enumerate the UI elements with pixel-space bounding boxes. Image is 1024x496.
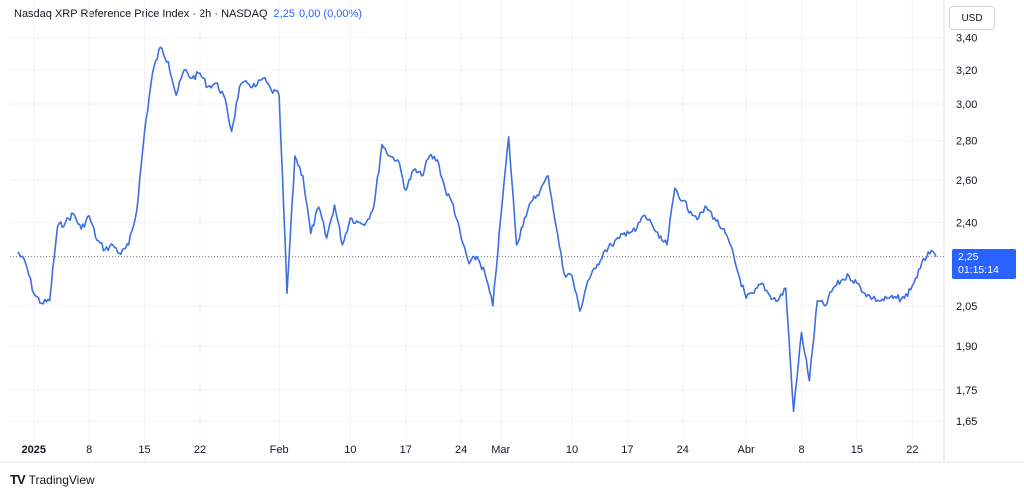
x-tick-label: 10 (566, 444, 578, 456)
price-tag-countdown: 01:15:14 (958, 263, 999, 276)
tradingview-logo-icon: TV (10, 472, 26, 487)
x-tick-label: 22 (906, 444, 918, 456)
y-tick-label: 2,60 (956, 175, 977, 187)
tradingview-brand[interactable]: TV TradingView (10, 472, 95, 487)
y-tick-label: 3,20 (956, 65, 977, 77)
x-tick-label: 24 (455, 444, 467, 456)
y-tick-label: 1,75 (956, 385, 977, 397)
y-tick-label: 3,00 (956, 99, 977, 111)
y-tick-label: 1,65 (956, 416, 977, 428)
x-tick-label: Abr (738, 444, 755, 456)
x-tick-label: 2025 (22, 444, 46, 456)
x-tick-label: 22 (194, 444, 206, 456)
x-tick-label: 8 (86, 444, 92, 456)
currency-button[interactable]: USD (949, 6, 995, 30)
x-tick-label: 15 (851, 444, 863, 456)
y-tick-label: 2,05 (956, 301, 977, 313)
brand-name: TradingView (28, 472, 95, 487)
y-tick-label: 3,40 (956, 33, 977, 45)
y-tick-label: 2,40 (956, 217, 977, 229)
x-tick-label: Mar (491, 444, 510, 456)
y-tick-label: 1,90 (956, 341, 977, 353)
x-tick-label: 17 (621, 444, 633, 456)
y-axis-ticks: 3,40 3,20 3,00 2,80 2,60 2,40 2,05 1,90 1,75 1,65 (956, 33, 977, 428)
x-tick-label: 10 (344, 444, 356, 456)
grid-lines (10, 0, 944, 462)
x-tick-label: Feb (270, 444, 289, 456)
x-tick-label: 8 (798, 444, 804, 456)
x-tick-label: 24 (677, 444, 689, 456)
axes (0, 0, 1024, 463)
symbol-title: Nasdaq XRP Reference Price Index · 2h · … (14, 8, 268, 20)
last-price-tag: 2,25 01:15:14 (952, 248, 1016, 279)
price-tag-value: 2,25 (958, 250, 979, 263)
x-tick-label: 15 (138, 444, 150, 456)
change-value: 0,00 (0,00%) (298, 8, 362, 20)
x-axis-ticks: 2025 8 15 22 Feb 10 17 24 Mar 10 17 24 Abr 8 15 22 (22, 444, 919, 456)
y-tick-label: 2,80 (956, 136, 977, 148)
series-line (17, 46, 937, 413)
x-tick-label: 17 (400, 444, 412, 456)
